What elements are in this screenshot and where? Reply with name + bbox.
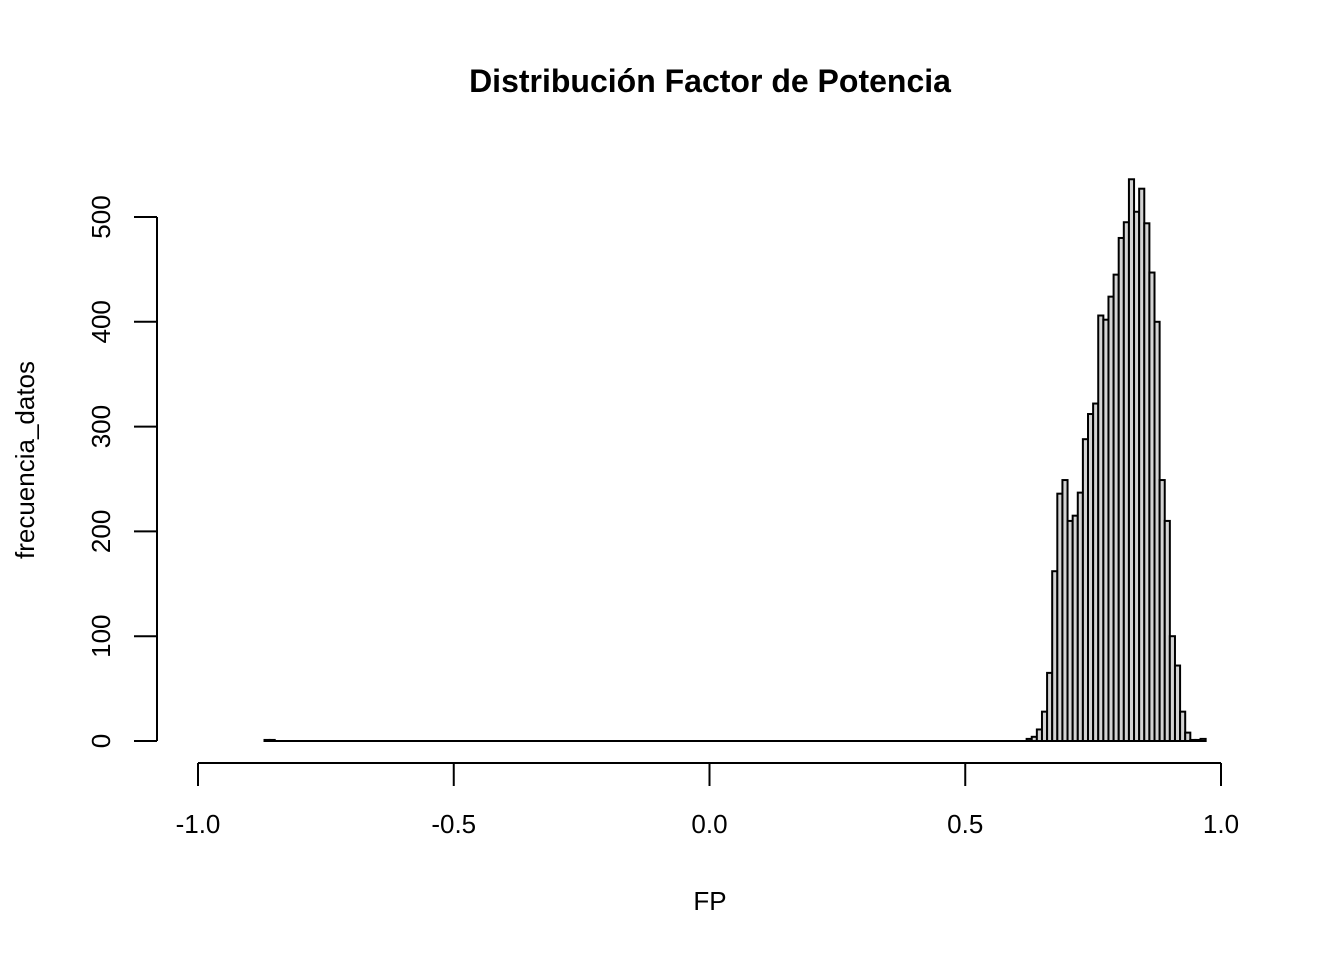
y-axis-label: frecuencia_datos xyxy=(10,361,40,559)
y-axis: 0 100 200 300 400 500 xyxy=(86,195,158,748)
x-axis-label: FP xyxy=(693,886,726,916)
y-tick-label: 200 xyxy=(86,510,116,553)
y-tick-label: 500 xyxy=(86,195,116,238)
x-tick-label: 0.0 xyxy=(691,809,727,839)
y-tick-label: 400 xyxy=(86,300,116,343)
x-tick-label: 0.5 xyxy=(947,809,983,839)
y-tick-label: 0 xyxy=(86,734,116,748)
x-tick-label: 1.0 xyxy=(1203,809,1239,839)
x-tick-label: -1.0 xyxy=(176,809,221,839)
histogram-bars xyxy=(263,178,1207,743)
chart-title: Distribución Factor de Potencia xyxy=(469,63,951,99)
y-tick-label: 300 xyxy=(86,405,116,448)
x-tick-label: -0.5 xyxy=(431,809,476,839)
y-tick-label: 100 xyxy=(86,615,116,658)
x-axis: -1.0 -0.5 0.0 0.5 1.0 xyxy=(176,762,1239,839)
